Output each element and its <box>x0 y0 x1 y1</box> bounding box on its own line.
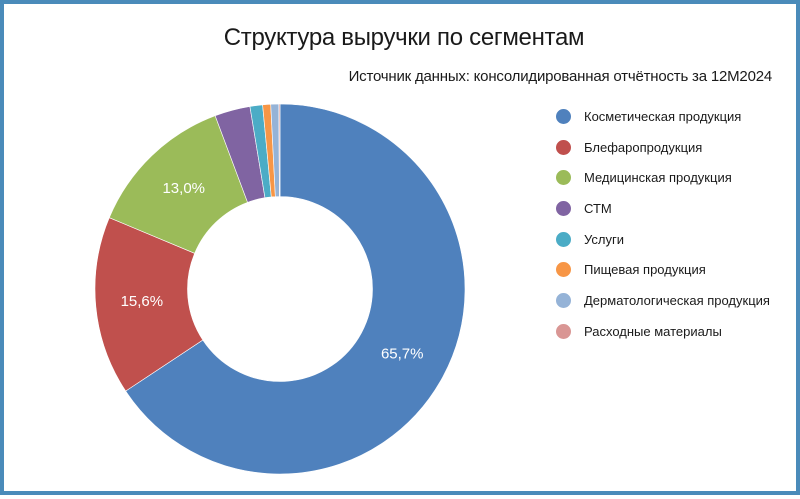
legend-item-blepharo[interactable]: Блефаропродукция <box>556 132 770 163</box>
legend-marker-icon <box>556 200 571 216</box>
legend-marker-icon <box>556 170 571 186</box>
legend-label: Расходные материалы <box>584 323 722 339</box>
donut-slice[interactable] <box>125 103 466 475</box>
legend-label: Дерматологическая продукция <box>584 292 770 308</box>
legend-label: Услуги <box>584 231 624 247</box>
legend-marker-icon <box>556 323 571 339</box>
legend-marker-icon <box>556 108 571 124</box>
legend-label: Косметическая продукция <box>584 108 742 124</box>
slice-data-label: 15,6% <box>121 293 164 310</box>
slice-data-label: 65,7% <box>381 346 424 363</box>
slice-data-label: 13,0% <box>162 180 205 197</box>
legend-label: Блефаропродукция <box>584 139 703 155</box>
donut-chart: 65,7% 15,6% 13,0% <box>94 103 466 475</box>
legend-label: СТМ <box>584 200 612 216</box>
legend-marker-icon <box>556 231 571 247</box>
legend-marker-icon <box>556 139 571 155</box>
legend-item-services[interactable]: Услуги <box>556 224 770 255</box>
legend-label: Медицинская продукция <box>584 170 732 186</box>
chart-subtitle: Источник данных: консолидированная отчёт… <box>348 68 773 85</box>
chart-legend: Косметическая продукция Блефаропродукция… <box>556 101 770 347</box>
donut-slice[interactable] <box>278 103 281 197</box>
legend-item-cosmetics[interactable]: Косметическая продукция <box>556 101 770 132</box>
legend-item-food[interactable]: Пищевая продукция <box>556 254 770 285</box>
legend-item-medical[interactable]: Медицинская продукция <box>556 162 770 193</box>
legend-item-dermatology[interactable]: Дерматологическая продукция <box>556 285 770 316</box>
legend-item-private-label[interactable]: СТМ <box>556 193 770 224</box>
legend-item-consumables[interactable]: Расходные материалы <box>556 316 770 347</box>
donut-data-labels: 65,7% 15,6% 13,0% <box>121 180 424 363</box>
legend-marker-icon <box>556 292 571 308</box>
legend-marker-icon <box>556 262 571 278</box>
donut-slices <box>94 103 466 475</box>
legend-label: Пищевая продукция <box>584 262 706 278</box>
chart-title: Структура выручки по сегментам <box>223 24 585 51</box>
